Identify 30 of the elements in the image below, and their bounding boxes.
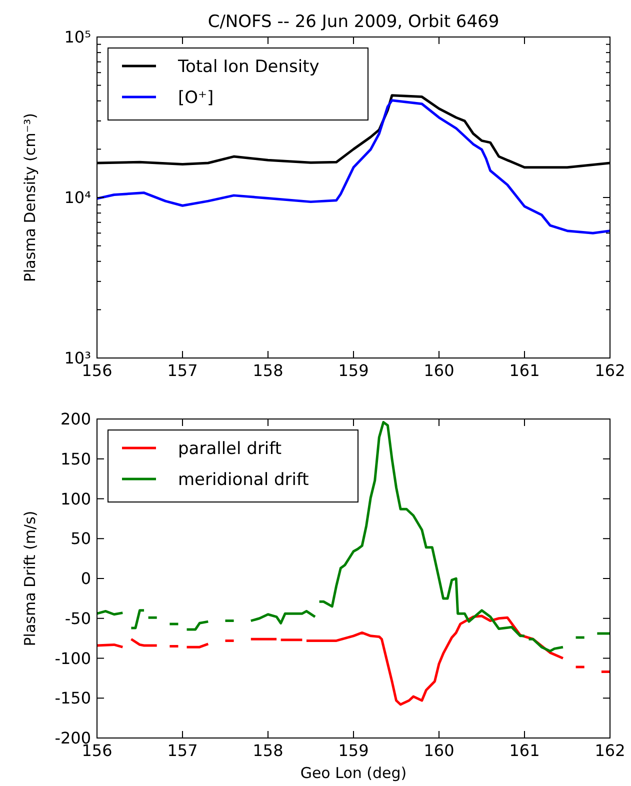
- y-axis-title: Plasma Density (cm⁻³): [21, 112, 39, 282]
- legend-label: Total Ion Density: [177, 56, 320, 77]
- x-tick-label: 160: [424, 361, 454, 380]
- y-tick-label: 10⁴: [64, 188, 91, 208]
- x-axis-title: Geo Lon (deg): [300, 764, 407, 782]
- y-tick-label: 150: [60, 449, 91, 468]
- y-tick-label: -150: [54, 688, 91, 708]
- y-tick-label: -100: [54, 648, 91, 668]
- legend-label: [O⁺]: [178, 88, 214, 108]
- x-tick-label: 159: [338, 361, 369, 380]
- chart-title: C/NOFS -- 26 Jun 2009, Orbit 6469: [208, 12, 500, 32]
- x-tick-label: 161: [509, 361, 540, 380]
- x-tick-label: 158: [252, 361, 284, 380]
- x-tick-label: 159: [338, 741, 369, 760]
- y-tick-label: 10⁵: [64, 28, 91, 47]
- y-tick-label: 200: [60, 410, 91, 429]
- x-tick-label: 162: [594, 361, 626, 380]
- x-tick-label: 157: [167, 361, 198, 380]
- y-tick-label: 50: [70, 529, 91, 548]
- y-tick-label: -50: [64, 608, 91, 628]
- x-tick-label: 162: [594, 741, 626, 760]
- x-tick-label: 161: [509, 741, 540, 760]
- legend-label: meridional drift: [178, 470, 310, 490]
- x-tick-label: 157: [167, 741, 198, 760]
- y-tick-label: 0: [80, 569, 91, 588]
- x-tick-label: 158: [252, 741, 284, 760]
- legend-label: parallel drift: [178, 438, 282, 459]
- y-axis-title: Plasma Drift (m/s): [21, 510, 39, 646]
- x-tick-label: 160: [424, 741, 454, 760]
- y-tick-label: 100: [60, 489, 91, 508]
